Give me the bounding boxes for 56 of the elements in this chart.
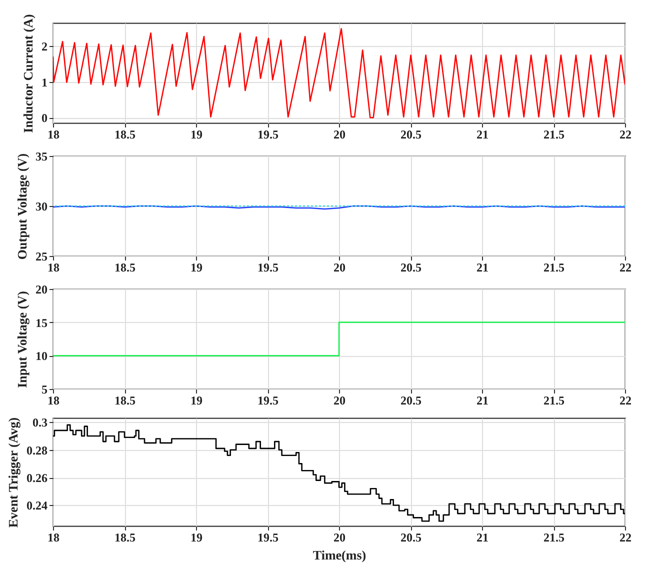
x-tick-label: 21 [476,260,488,274]
x-tick-label: 20 [334,128,346,142]
y-tick-label: 25 [36,250,48,264]
x-tick-label: 18 [48,260,60,274]
x-tick-label: 20.5 [400,530,422,544]
y-axis-title: Event Trigger (Avg) [6,417,20,528]
y-axis-title: Input Voltage (V) [14,291,30,388]
x-axis-title: Time(ms) [312,548,366,562]
y-tick-label: 0 [42,111,48,126]
x-tick-label: 18.5 [114,530,136,544]
x-tick-label: 22 [620,128,632,142]
x-tick-label: 22 [620,530,632,544]
x-tick-label: 21 [476,530,488,544]
x-tick-label: 18 [48,530,60,544]
y-tick-label: 30 [36,200,48,214]
x-tick-label: 20.5 [400,394,422,408]
y-axis-title: Inductor Current (A) [20,14,36,133]
x-tick-label: 19.5 [258,128,278,142]
y-tick-label: 35 [36,150,48,164]
y-tick-label: 15 [36,316,48,330]
x-tick-label: 18 [48,394,60,408]
y-tick-label: 10 [36,349,48,364]
x-tick-label: 18 [48,128,60,142]
x-tick-label: 21 [476,394,488,408]
y-tick-label: 5 [42,382,48,396]
x-tick-label: 20 [334,530,346,544]
y-tick-label: 1 [42,75,48,90]
x-tick-label: 18.5 [114,128,136,142]
x-tick-label: 19 [190,260,202,274]
x-tick-label: 19 [190,394,202,408]
x-tick-label: 20 [334,394,346,408]
y-tick-label: 2 [42,40,48,54]
y-tick-label: 0.3 [32,416,48,430]
x-tick-label: 21.5 [544,394,564,408]
line-series [53,28,625,118]
x-tick-label: 20 [334,260,346,274]
x-tick-label: 20.5 [400,260,422,274]
y-tick-label: 0.26 [26,471,48,486]
x-tick-label: 20.5 [400,128,422,142]
x-tick-label: 18.5 [114,394,136,408]
y-tick-label: 0.28 [26,443,48,458]
x-tick-label: 19.5 [258,394,278,408]
x-tick-label: 22 [620,394,632,408]
x-tick-label: 19 [190,530,202,544]
x-tick-label: 21 [476,128,488,142]
y-axis-title: Output Voltage (V) [14,153,30,260]
x-tick-label: 19 [190,128,202,142]
y-tick-label: 0.24 [26,498,48,513]
x-tick-label: 21.5 [544,260,564,274]
x-tick-label: 21.5 [544,530,564,544]
y-tick-label: 20 [36,282,48,296]
x-tick-label: 19.5 [258,530,278,544]
x-tick-label: 21.5 [544,128,564,142]
x-tick-label: 22 [620,260,632,274]
x-tick-label: 18.5 [114,260,136,274]
x-tick-label: 19.5 [258,260,278,274]
